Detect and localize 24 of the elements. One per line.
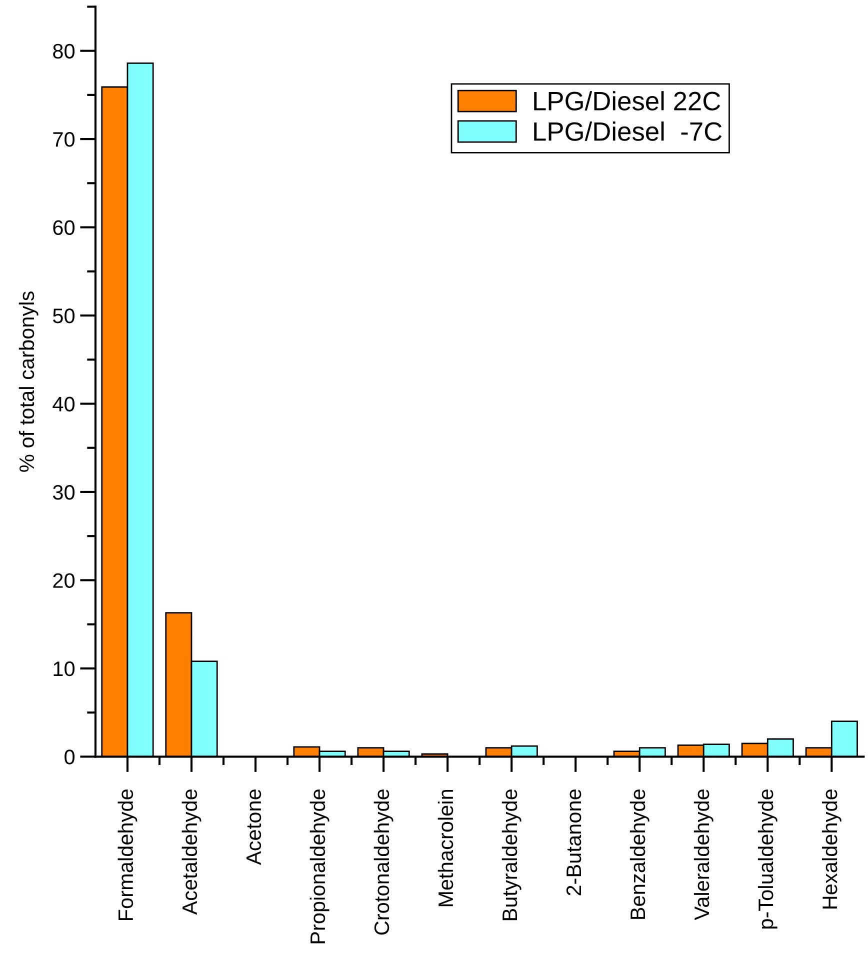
x-tick-label: Acetone [246,790,262,865]
x-tick-label: 2-Butanone [566,790,582,896]
y-tick-label: 30 [52,484,75,500]
x-tick-label: Valeraldehyde [694,790,714,920]
x-tick-label: Butyraldehyde [502,790,522,920]
y-tick-label: 60 [53,220,75,236]
legend-label: LPG/Diesel -7C [534,122,722,141]
x-tick-label: Formaldehyde [118,790,138,920]
x-tick-label: p-Tolualdehyde [758,790,778,929]
y-tick-label: 20 [53,573,75,588]
legend-label: LPG/Diesel 22C [534,91,720,110]
y-axis-title: % of total carbonyls [18,292,38,472]
x-tick-label: Propionaldehyde [310,790,330,944]
y-tick-label: 0 [64,750,75,764]
x-tick-label: Methacrolein [438,790,454,906]
y-tick-label: 40 [52,396,75,412]
y-tick-label: 70 [53,132,75,147]
y-tick-label: 10 [54,661,75,676]
x-tick-label: Crotonaldehyde [374,790,394,935]
y-tick-label: 50 [53,308,75,324]
x-tick-label: Benzaldehyde [630,790,650,919]
x-tick-label: Acetaldehyde [182,790,202,915]
y-tick-label: 80 [53,44,75,59]
x-tick-label: Hexaldehyde [822,790,842,908]
